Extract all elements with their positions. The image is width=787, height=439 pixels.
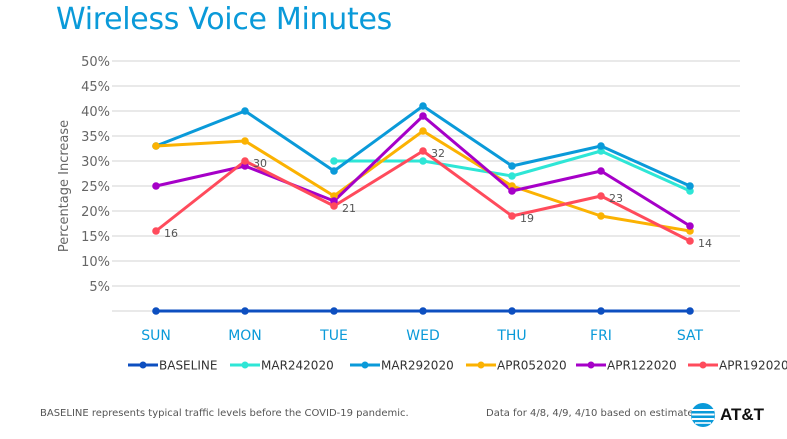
legend-swatch-marker [477,361,485,369]
legend-item-mar242020[interactable]: MAR242020 [230,359,334,373]
data-label-apr192020: 32 [431,147,445,160]
y-tick-label: 40% [81,105,110,120]
x-tick-label: TUE [319,328,348,344]
data-point-apr052020 [419,127,427,135]
series-line-apr052020 [155,129,691,233]
y-tick-label: 30% [81,155,110,170]
y-axis-ticks: 5% 10% 15% 20% 25% 30% 35% 40% 45% 50% [81,55,110,295]
data-point-apr192020 [152,227,160,235]
data-point-baseline [686,307,694,315]
data-label-apr192020: 30 [253,157,267,170]
y-tick-label: 45% [81,80,110,95]
data-point-mar292020 [419,102,427,110]
data-point-apr192020 [241,157,249,165]
gridlines [112,60,740,312]
y-tick-label: 35% [81,130,110,145]
y-tick-label: 50% [81,55,110,70]
estimates-footnote: Data for 4/8, 4/9, 4/10 based on estimat… [486,408,702,419]
x-tick-label: SUN [141,328,171,344]
data-point-apr052020 [597,212,605,220]
chart-title: Wireless Voice Minutes [56,2,392,37]
data-point-mar292020 [330,167,338,175]
data-point-mar292020 [686,182,694,190]
y-tick-label: 20% [81,205,110,220]
data-label-apr192020: 19 [520,212,534,225]
data-label-apr192020: 21 [342,202,356,215]
data-point-mar242020 [330,157,338,165]
data-point-apr192020 [419,147,427,155]
legend-label: MAR242020 [261,359,334,373]
data-point-apr192020 [508,212,516,220]
data-point-apr122020 [686,222,694,230]
legend-item-apr052020[interactable]: APR052020 [466,359,567,373]
data-point-mar242020 [508,172,516,180]
data-labels: 16 30 21 32 19 23 14 [164,147,712,250]
brand-name: AT&T [720,405,765,424]
x-tick-label: FRI [590,328,612,344]
data-point-apr192020 [597,192,605,200]
baseline-footnote: BASELINE represents typical traffic leve… [40,408,409,419]
data-point-apr192020 [686,237,694,245]
data-point-apr122020 [152,182,160,190]
legend-item-apr122020[interactable]: APR122020 [576,359,677,373]
x-axis-ticks: SUN MON TUE WED THU FRI SAT [141,328,703,344]
y-tick-label: 10% [81,255,110,270]
data-point-apr122020 [597,167,605,175]
legend-label: MAR292020 [381,359,454,373]
legend-swatch-marker [241,361,249,369]
legend-label: APR052020 [497,359,567,373]
y-axis-label: Percentage Increase [57,120,72,252]
data-point-baseline [152,307,160,315]
att-globe-icon [691,403,715,427]
data-point-baseline [330,307,338,315]
data-point-mar242020 [419,157,427,165]
legend-label: APR122020 [607,359,677,373]
x-tick-label: WED [406,328,439,344]
legend-item-mar292020[interactable]: MAR292020 [350,359,454,373]
legend-swatch-marker [587,361,595,369]
series-points [152,102,694,315]
data-label-apr192020: 23 [609,192,623,205]
data-label-apr192020: 16 [164,227,178,240]
y-tick-label: 5% [89,280,110,295]
data-point-baseline [241,307,249,315]
data-point-apr192020 [330,202,338,210]
legend-swatch-marker [699,361,707,369]
legend-swatch-marker [139,361,147,369]
x-tick-label: THU [496,328,526,344]
x-tick-label: SAT [677,328,704,344]
legend-swatch-marker [361,361,369,369]
data-point-baseline [597,307,605,315]
legend-item-apr192020[interactable]: APR192020 [688,359,787,373]
legend-item-baseline[interactable]: BASELINE [128,359,217,373]
data-point-mar292020 [508,162,516,170]
data-point-apr052020 [241,137,249,145]
y-tick-label: 15% [81,230,110,245]
data-point-apr122020 [508,187,516,195]
data-point-mar292020 [241,107,249,115]
data-point-mar292020 [597,142,605,150]
legend-label: APR192020 [719,359,787,373]
x-tick-label: MON [228,328,262,344]
data-point-baseline [419,307,427,315]
line-chart: 5% 10% 15% 20% 25% 30% 35% 40% 45% 50% Percentage… [57,55,787,373]
data-label-apr192020: 14 [698,237,712,250]
legend: BASELINE MAR242020 MAR292020 APR052020 APR12… [128,359,787,373]
y-tick-label: 25% [81,180,110,195]
data-point-baseline [508,307,516,315]
data-point-apr052020 [152,142,160,150]
data-point-apr122020 [419,112,427,120]
legend-label: BASELINE [159,359,217,373]
att-logo: AT&T [690,402,764,428]
